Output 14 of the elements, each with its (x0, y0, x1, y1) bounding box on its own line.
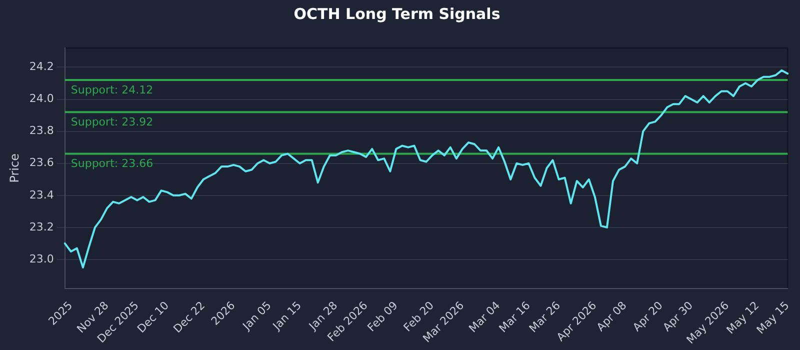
y-tick-label: 23.6 (29, 156, 54, 170)
y-tick-label: 23.4 (29, 188, 54, 202)
y-tick-label: 24.2 (29, 60, 54, 74)
y-axis-title: Price (7, 154, 22, 183)
x-tick-label: Apr 08 (594, 298, 630, 334)
ref-line-label: Support: 24.12 (70, 83, 154, 96)
y-tick-label: 23.0 (29, 252, 54, 266)
ref-line-label: Support: 23.66 (70, 157, 154, 170)
y-tick-label: 23.8 (29, 124, 54, 138)
x-tick-label: Dec 22 (170, 298, 208, 336)
ref-line-label: Support: 23.92 (70, 115, 154, 128)
chart-title: OCTH Long Term Signals (294, 4, 500, 23)
y-tick-label: 24.0 (29, 92, 54, 106)
y-tick-label: 23.2 (29, 220, 54, 234)
